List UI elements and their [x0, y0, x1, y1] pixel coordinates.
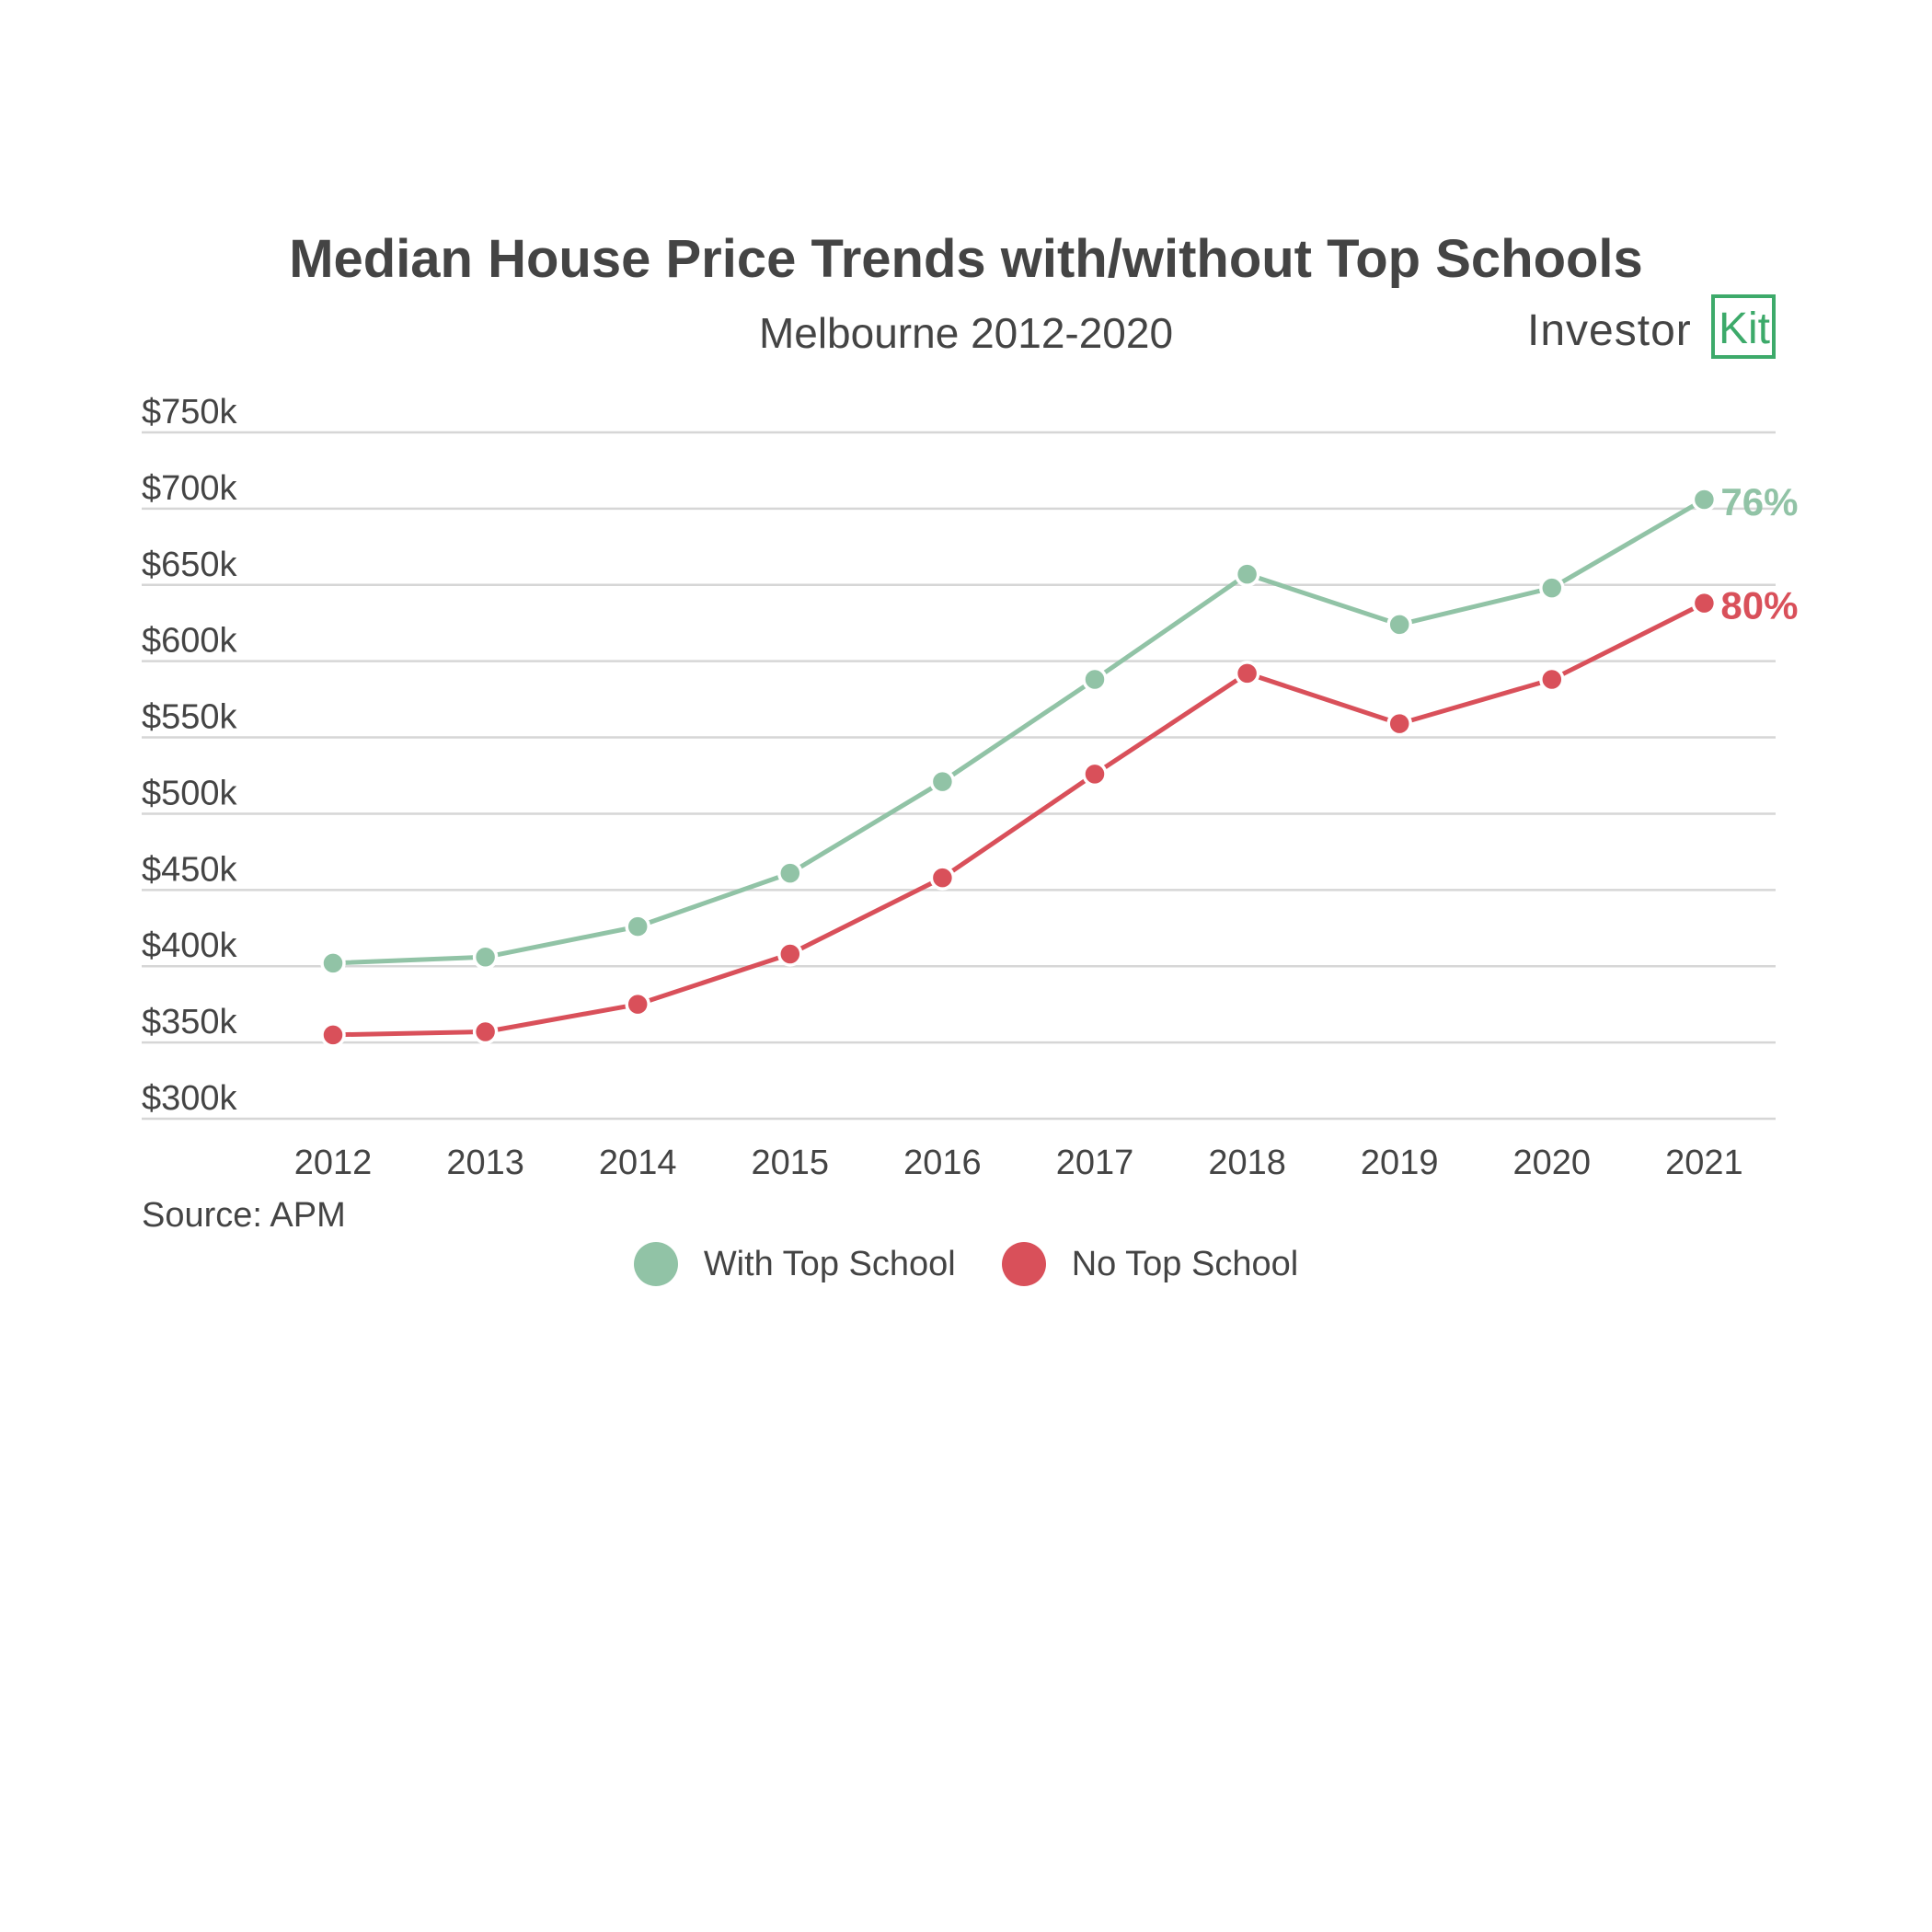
legend-label-with-top-school: With Top School — [703, 1244, 956, 1283]
data-point — [472, 1018, 499, 1045]
y-tick-label: $350k — [142, 1003, 238, 1041]
y-tick-label: $700k — [142, 469, 238, 508]
x-tick-label: 2014 — [599, 1144, 677, 1182]
data-point — [1539, 575, 1565, 601]
data-point — [1234, 561, 1260, 587]
legend: With Top School No Top School — [0, 1242, 1932, 1286]
data-point — [1691, 487, 1718, 512]
legend-label-no-top-school: No Top School — [1071, 1244, 1299, 1283]
logo-box: Kit — [1711, 294, 1776, 359]
data-point — [1386, 710, 1412, 737]
y-tick-label: $550k — [142, 698, 238, 737]
data-point — [625, 991, 650, 1018]
series-end-label: 76% — [1720, 480, 1798, 523]
y-tick-label: $750k — [142, 393, 238, 431]
chart-subtitle: Melbourne 2012-2020 — [758, 309, 1174, 357]
legend-item-with-top-school: With Top School — [633, 1242, 956, 1286]
data-point — [777, 941, 803, 967]
x-tick-label: 2019 — [1361, 1144, 1439, 1182]
y-tick-label: $650k — [142, 546, 238, 584]
legend-item-no-top-school: No Top School — [1001, 1242, 1299, 1286]
x-tick-label: 2020 — [1513, 1144, 1592, 1182]
series-line — [330, 601, 1707, 1038]
data-point — [777, 860, 803, 886]
x-tick-label: 2021 — [1665, 1144, 1743, 1182]
data-point — [1234, 661, 1260, 686]
data-point — [1082, 666, 1108, 693]
source-note: Source: APM — [142, 1196, 346, 1235]
y-tick-label: $450k — [142, 850, 238, 889]
chart-title: Median House Price Trends with/without T… — [289, 229, 1643, 289]
x-tick-label: 2012 — [294, 1144, 373, 1182]
series-line — [330, 497, 1707, 966]
data-point — [320, 950, 346, 976]
series-end-label: 80% — [1720, 584, 1798, 627]
logo-text: Investor — [1527, 306, 1692, 355]
y-tick-label: $400k — [142, 926, 238, 965]
legend-swatch-no-top-school — [1001, 1242, 1046, 1286]
y-tick-label: $300k — [142, 1079, 238, 1118]
logo-box-text: Kit — [1719, 305, 1771, 353]
data-point — [1386, 612, 1412, 638]
x-tick-label: 2015 — [752, 1144, 830, 1182]
x-tick-label: 2017 — [1056, 1144, 1134, 1182]
legend-swatch-with-top-school — [633, 1242, 678, 1286]
y-tick-label: $500k — [142, 774, 238, 812]
data-point — [1691, 590, 1718, 616]
data-point — [320, 1022, 346, 1048]
data-point — [472, 944, 499, 971]
x-tick-label: 2018 — [1208, 1144, 1286, 1182]
y-tick-label: $600k — [142, 622, 238, 661]
investorkit-logo: Investor Kit — [1527, 294, 1794, 368]
data-point — [1539, 666, 1565, 693]
data-point — [625, 914, 650, 939]
data-point — [929, 768, 956, 795]
x-tick-label: 2013 — [446, 1144, 524, 1182]
data-point — [929, 865, 956, 891]
x-tick-label: 2016 — [903, 1144, 982, 1182]
data-point — [1082, 761, 1108, 788]
